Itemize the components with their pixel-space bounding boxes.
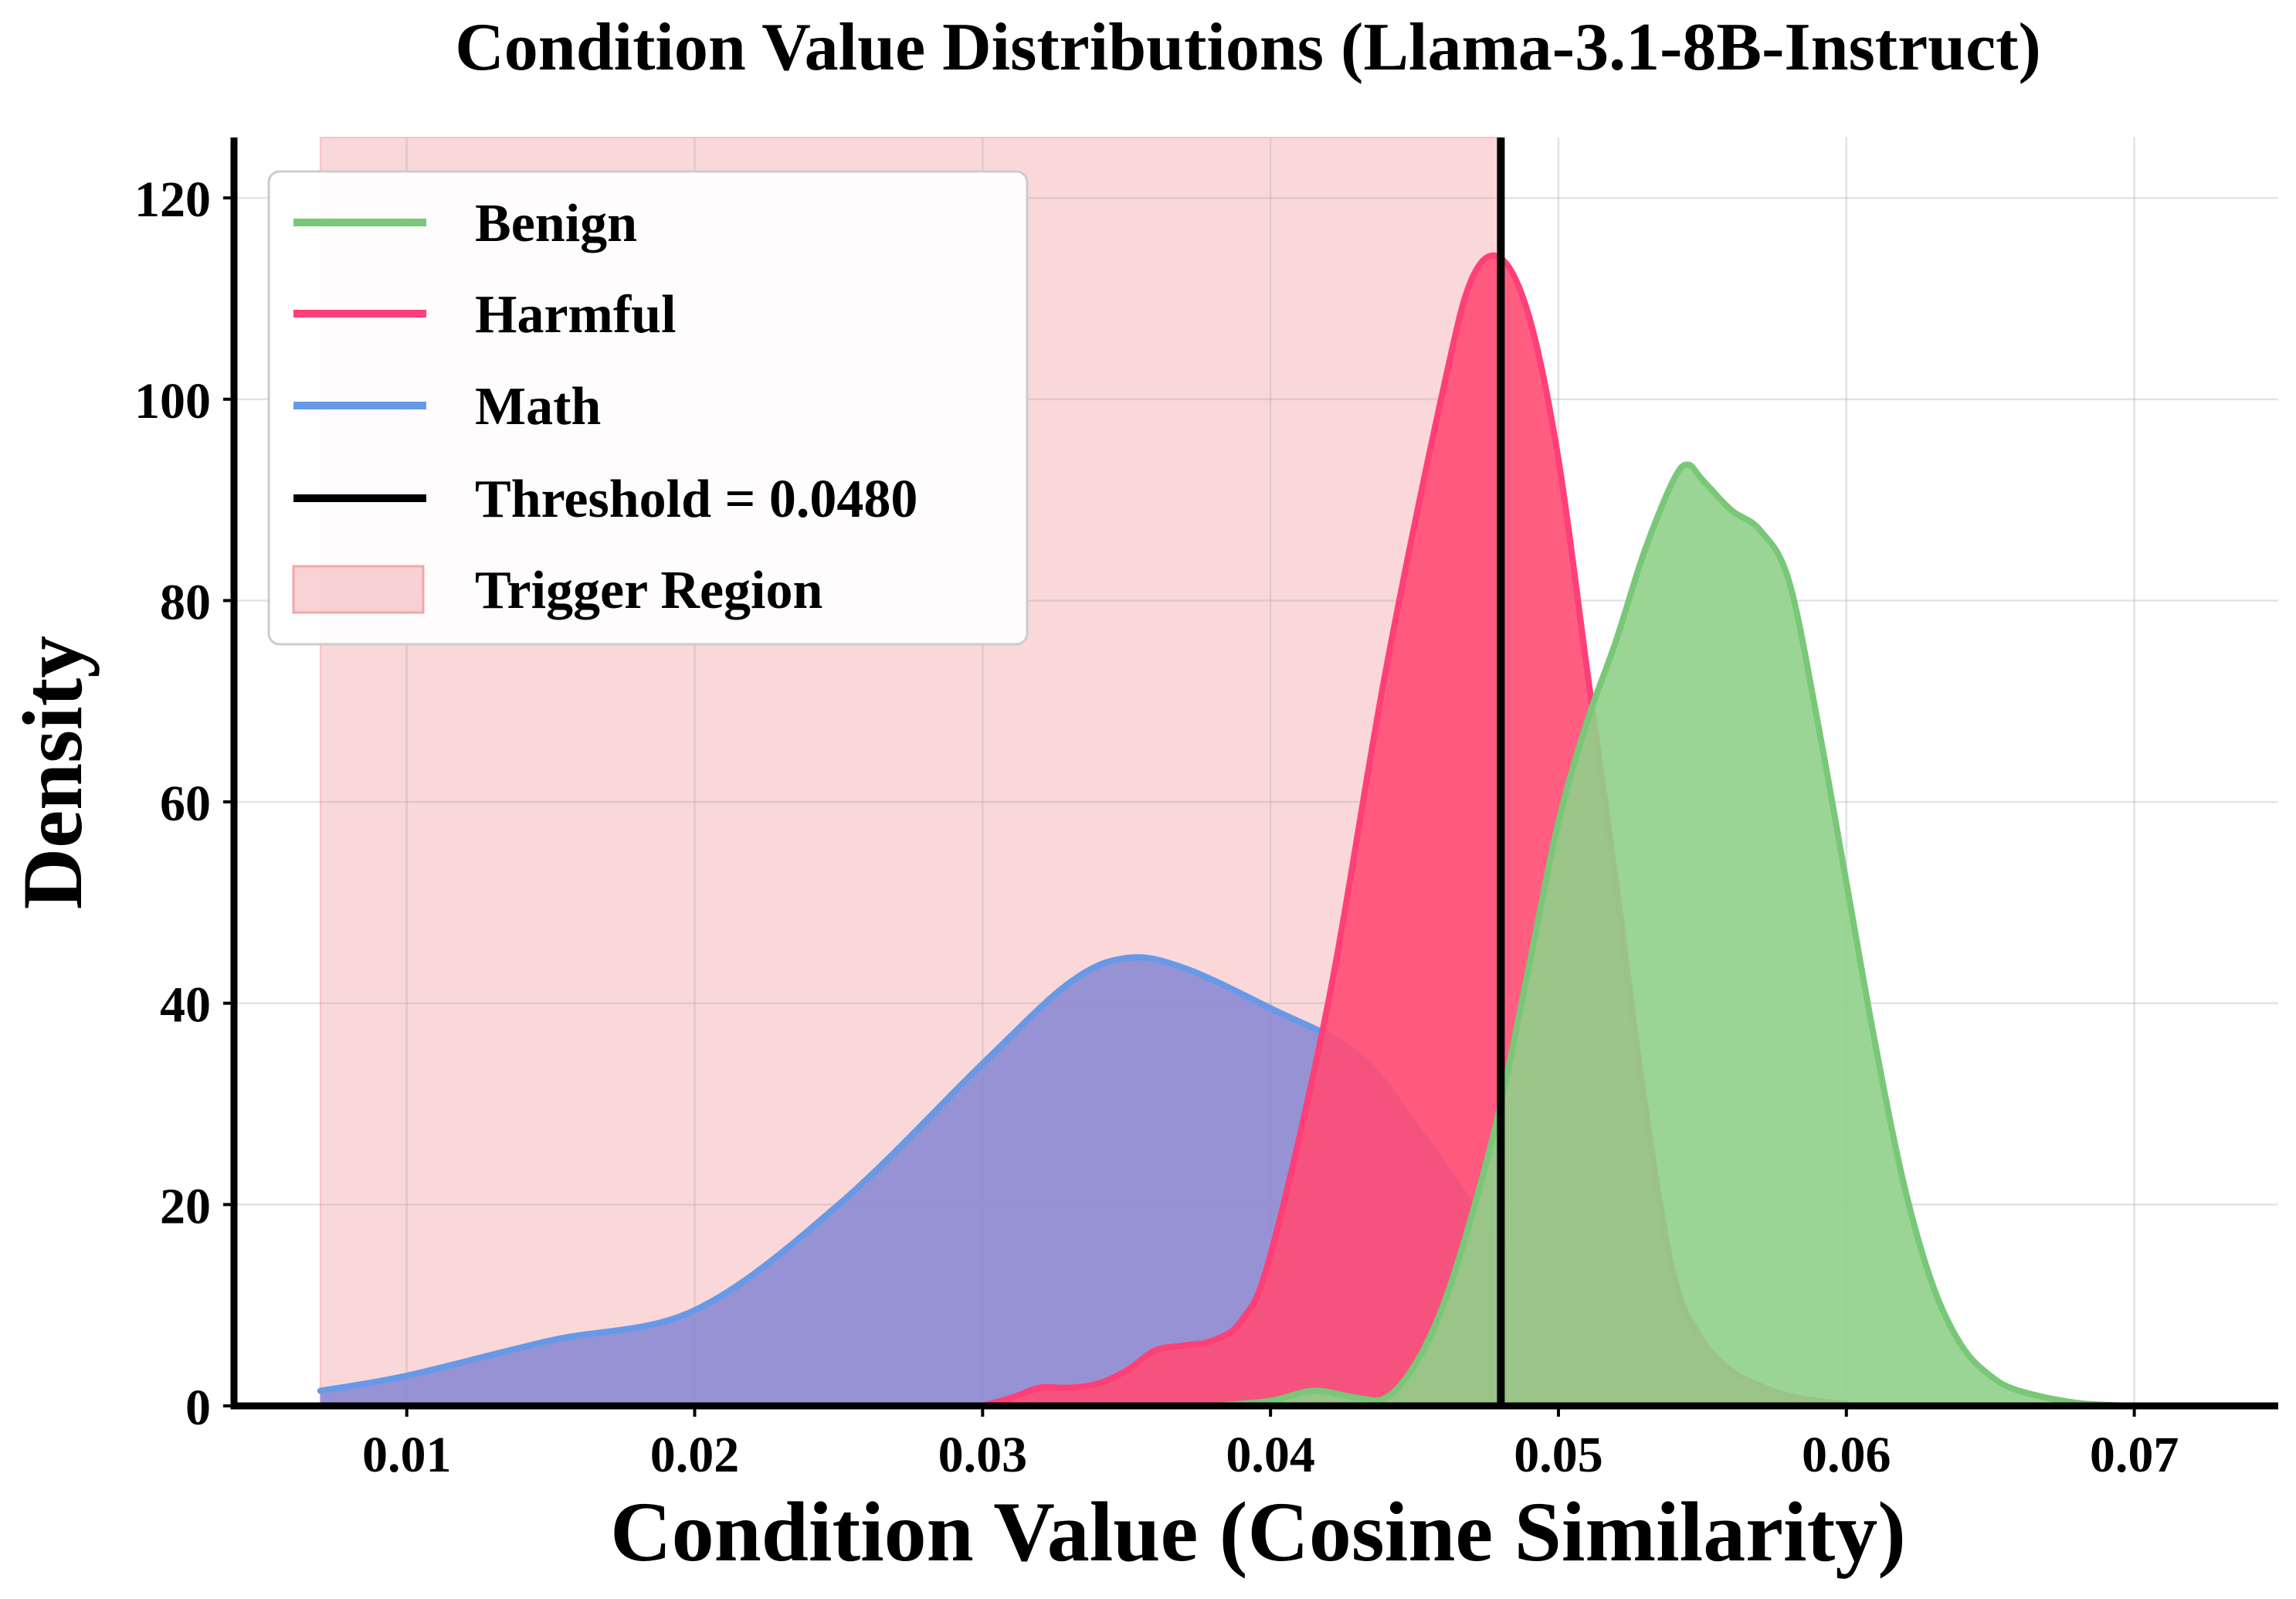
y-axis-label: Density [5, 636, 100, 909]
x-tick-label: 0.03 [938, 1427, 1028, 1483]
x-tick-label: 0.07 [2090, 1427, 2179, 1483]
legend-label-benign: Benign [475, 194, 637, 253]
y-tick-label: 120 [134, 171, 211, 228]
y-tick-label: 100 [134, 373, 211, 429]
y-tick-label: 60 [160, 776, 211, 832]
legend-label-threshold: Threshold = 0.0480 [475, 470, 917, 529]
legend-swatch-trigger [292, 565, 425, 614]
y-tick-label: 80 [160, 574, 211, 630]
legend-label-trigger: Trigger Region [475, 561, 822, 620]
x-tick-label: 0.06 [1802, 1427, 1891, 1483]
legend: Benign Harmful Math Threshold = 0.0480 Trigg… [267, 170, 1029, 646]
benign-area [1212, 464, 2135, 1406]
x-tick-label: 0.01 [362, 1427, 452, 1483]
x-tick-label: 0.05 [1514, 1427, 1603, 1483]
series-layer [317, 137, 2138, 1409]
x-axis-label: Condition Value (Cosine Similarity) [610, 1485, 1906, 1579]
chart-title: Condition Value Distributions (Llama-3.1… [455, 10, 2041, 85]
axes: 0.01 0.02 0.03 0.04 0.05 0.06 0.07 0 20 40 60 80 100… [134, 137, 2278, 1483]
legend-frame [267, 170, 1029, 646]
y-tick-label: 0 [185, 1380, 211, 1436]
legend-label-harmful: Harmful [475, 285, 677, 345]
legend-label-math: Math [475, 377, 601, 436]
legend-items: Benign Harmful Math Threshold = 0.0480 Trigg… [292, 194, 917, 620]
x-tick-label: 0.02 [650, 1427, 740, 1483]
y-tick-label: 20 [160, 1178, 211, 1234]
x-tick-label: 0.04 [1226, 1427, 1315, 1483]
y-tick-label: 40 [160, 977, 211, 1034]
benign-line [1209, 461, 2138, 1409]
